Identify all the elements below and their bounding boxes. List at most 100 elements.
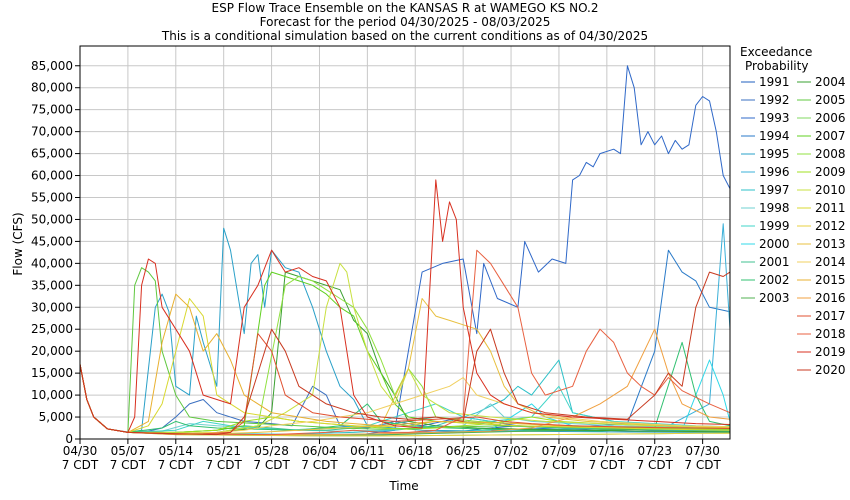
x-tick-label-date: 05/28 <box>254 444 289 458</box>
y-tick-label: 70,000 <box>31 125 73 139</box>
legend-label: 1993 <box>759 111 790 125</box>
legend-label: 1992 <box>759 93 790 107</box>
legend-item-1997: 1997 <box>741 183 790 197</box>
legend-item-2016: 2016 <box>797 291 846 305</box>
legend-item-1991: 1991 <box>741 75 790 89</box>
x-tick-label-time: 7 CDT <box>445 458 482 472</box>
legend-label: 2018 <box>815 327 846 341</box>
plot-area <box>79 65 731 437</box>
series-line-2015 <box>79 293 731 433</box>
legend-label: 2009 <box>815 165 846 179</box>
x-axis-label: Time <box>388 479 418 493</box>
legend-item-2002: 2002 <box>741 273 790 287</box>
chart-title-line-2: Forecast for the period 04/30/2025 - 08/… <box>260 15 551 29</box>
legend-item-2012: 2012 <box>797 219 846 233</box>
legend-item-2003: 2003 <box>741 291 790 305</box>
legend-label: 1996 <box>759 165 790 179</box>
legend-item-2018: 2018 <box>797 327 846 341</box>
legend-label: 1999 <box>759 219 790 233</box>
legend-item-2007: 2007 <box>797 129 846 143</box>
x-tick-label-time: 7 CDT <box>541 458 578 472</box>
legend-label: 2012 <box>815 219 846 233</box>
x-tick-label-date: 07/16 <box>590 444 625 458</box>
legend-item-1999: 1999 <box>741 219 790 233</box>
legend-item-1993: 1993 <box>741 111 790 125</box>
legend-item-2010: 2010 <box>797 183 846 197</box>
y-tick-label: 35,000 <box>31 278 73 292</box>
series-line-2020 <box>79 271 731 436</box>
series-line-2010 <box>79 262 731 434</box>
y-tick-label: 65,000 <box>31 147 73 161</box>
legend-item-2008: 2008 <box>797 147 846 161</box>
legend-item-2005: 2005 <box>797 93 846 107</box>
legend-title-line-2: Probability <box>745 59 808 73</box>
legend-label: 2019 <box>815 345 846 359</box>
x-tick-label-date: 06/04 <box>302 444 337 458</box>
legend-item-2014: 2014 <box>797 255 846 269</box>
x-tick-label-time: 7 CDT <box>493 458 530 472</box>
legend-item-2013: 2013 <box>797 237 846 251</box>
legend-item-2000: 2000 <box>741 237 790 251</box>
legend-label: 1998 <box>759 201 790 215</box>
y-tick-label: 0 <box>65 432 73 446</box>
legend-label: 2015 <box>815 273 846 287</box>
legend-label: 2007 <box>815 129 846 143</box>
legend-label: 2010 <box>815 183 846 197</box>
legend-label: 2004 <box>815 75 846 89</box>
x-tick-label-time: 7 CDT <box>301 458 338 472</box>
y-axis-ticks: 0 5,000 10,000 15,000 20,000 25,000 30,000 35,0… <box>31 59 80 446</box>
x-tick-label-date: 05/21 <box>206 444 241 458</box>
legend-item-1994: 1994 <box>741 129 790 143</box>
x-tick-label-date: 05/14 <box>158 444 193 458</box>
x-tick-label-date: 06/11 <box>350 444 385 458</box>
x-tick-label-time: 7 CDT <box>684 458 721 472</box>
legend-label: 2016 <box>815 291 846 305</box>
legend-label: 1994 <box>759 129 790 143</box>
y-tick-label: 85,000 <box>31 59 73 73</box>
legend-item-2019: 2019 <box>797 345 846 359</box>
legend-item-1996: 1996 <box>741 165 790 179</box>
x-tick-label-date: 04/30 <box>63 444 98 458</box>
x-tick-label-time: 7 CDT <box>110 458 147 472</box>
legend-item-1998: 1998 <box>741 201 790 215</box>
y-tick-label: 25,000 <box>31 322 73 336</box>
series-line-1993 <box>79 65 731 436</box>
legend-item-2015: 2015 <box>797 273 846 287</box>
legend-label: 2017 <box>815 309 846 323</box>
y-axis-label: Flow (CFS) <box>11 212 25 275</box>
y-tick-label: 50,000 <box>31 212 73 226</box>
x-tick-label-date: 07/09 <box>542 444 577 458</box>
series-line-1995 <box>79 227 730 433</box>
x-tick-label-date: 06/18 <box>398 444 433 458</box>
x-tick-label-time: 7 CDT <box>62 458 99 472</box>
legend: 1991 1992 1993 1994 1995 1996 1997 1998 1999 2000… <box>741 75 846 377</box>
x-tick-label-date: 07/23 <box>637 444 672 458</box>
legend-item-1995: 1995 <box>741 147 790 161</box>
x-tick-label-time: 7 CDT <box>637 458 674 472</box>
y-tick-label: 60,000 <box>31 169 73 183</box>
x-tick-label-time: 7 CDT <box>589 458 626 472</box>
x-tick-label-date: 06/25 <box>446 444 481 458</box>
legend-item-1992: 1992 <box>741 93 790 107</box>
x-tick-label-time: 7 CDT <box>397 458 434 472</box>
legend-item-2004: 2004 <box>797 75 846 89</box>
legend-label: 2011 <box>815 201 846 215</box>
legend-label: 2014 <box>815 255 846 269</box>
legend-label: 2020 <box>815 363 846 377</box>
x-tick-label-time: 7 CDT <box>349 458 386 472</box>
x-tick-label-time: 7 CDT <box>158 458 195 472</box>
x-tick-label-time: 7 CDT <box>253 458 290 472</box>
legend-item-2009: 2009 <box>797 165 846 179</box>
legend-label: 1997 <box>759 183 790 197</box>
y-tick-label: 75,000 <box>31 103 73 117</box>
series-line-2018 <box>79 249 731 436</box>
legend-label: 1995 <box>759 147 790 161</box>
y-tick-label: 10,000 <box>31 388 73 402</box>
legend-label: 2001 <box>759 255 790 269</box>
legend-label: 2005 <box>815 93 846 107</box>
legend-item-2001: 2001 <box>741 255 790 269</box>
legend-item-2006: 2006 <box>797 111 846 125</box>
x-tick-label-date: 05/07 <box>111 444 146 458</box>
legend-item-2011: 2011 <box>797 201 846 215</box>
